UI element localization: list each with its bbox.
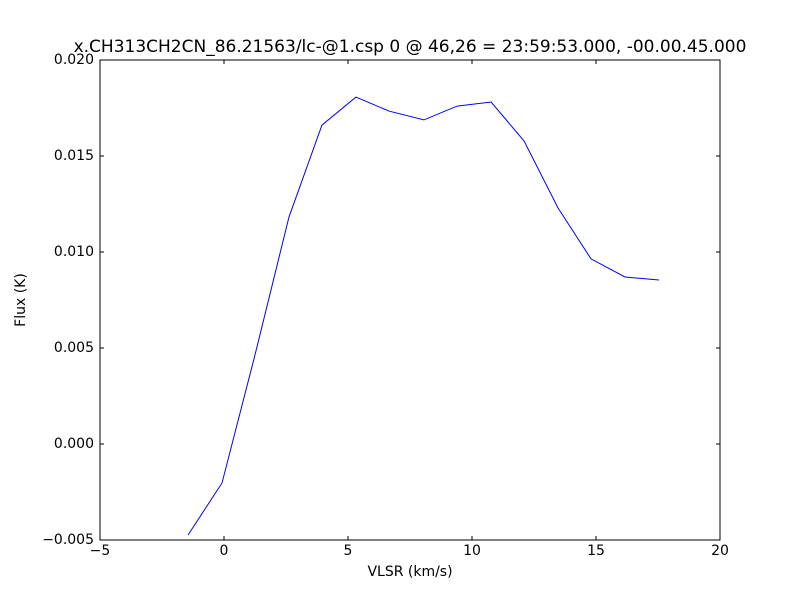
y-tick-label: −0.005 bbox=[42, 532, 94, 548]
chart-title: x.CH313CH2CN_86.21563/lc-@1.csp 0 @ 46,2… bbox=[74, 37, 747, 57]
y-tick-label: 0.010 bbox=[54, 244, 94, 260]
y-tick-label: 0.005 bbox=[54, 340, 94, 356]
x-axis-label: VLSR (km/s) bbox=[367, 564, 452, 580]
x-tick-label: 10 bbox=[463, 543, 481, 559]
x-tick-label: 15 bbox=[587, 543, 605, 559]
x-tick-label: 20 bbox=[711, 543, 729, 559]
y-tick-label: 0.000 bbox=[54, 436, 94, 452]
data-line bbox=[187, 96, 660, 536]
x-tick-label: 5 bbox=[344, 543, 353, 559]
x-tick-label: −5 bbox=[90, 543, 111, 559]
plot-frame bbox=[99, 59, 721, 541]
y-tick-label: 0.015 bbox=[54, 148, 94, 164]
x-tick-label: 0 bbox=[220, 543, 229, 559]
y-axis-label: Flux (K) bbox=[13, 273, 29, 327]
y-tick-label: 0.020 bbox=[54, 52, 94, 68]
